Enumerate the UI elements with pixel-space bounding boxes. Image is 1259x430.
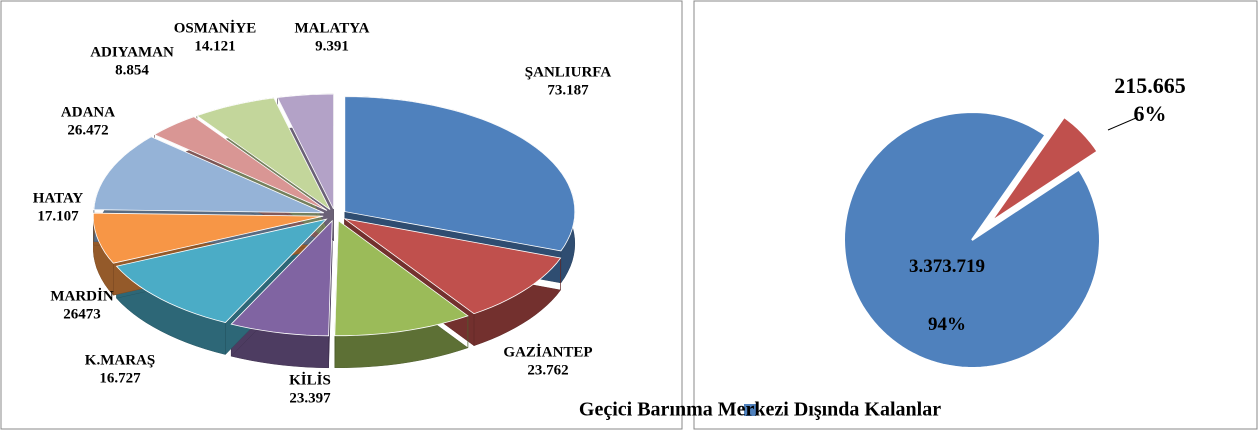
slice [842,110,1102,370]
slice [115,218,328,323]
slice [153,116,328,211]
slice-label: K.MARAŞ [85,352,155,368]
slice-value: 9.391 [315,38,349,54]
slice-value: 26.472 [67,122,108,138]
slice-value: 23.762 [527,362,568,378]
slice-label: MARDİN [50,287,113,304]
slice-value: 73.187 [547,82,589,98]
slice-percent: 94% [928,314,966,335]
left-frame [0,0,683,430]
slice-value: 17.107 [37,208,79,224]
slice-label: GAZİANTEP [503,343,592,360]
leader-line [1107,117,1137,131]
slice [344,218,562,315]
slice [92,212,324,264]
slice-label: KİLİS [289,371,331,388]
slice-value: 8.854 [115,62,149,78]
slice [989,115,1099,223]
slice-value: 215.665 [1114,73,1186,98]
slice-value: 23.397 [289,390,331,406]
slice [196,97,331,210]
slice-percent: 6% [1134,101,1167,126]
slice-label: ADIYAMAN [90,44,174,60]
legend-label: Geçici Barınma Merkezi Dışında Kalanlar [579,399,941,421]
slice-label: HATAY [33,190,84,206]
slice-value: 3.373.719 [909,256,985,277]
slice-value: 14.121 [194,38,235,54]
slice-label: ADANA [61,104,115,120]
slice [230,219,333,337]
slice-label: OSMANİYE [174,19,257,36]
slice [93,136,324,214]
slice-label: ŞANLIURFA [525,64,612,80]
slice-label: MALATYA [294,20,369,36]
slice-value: 16.727 [99,370,141,386]
slice [344,96,576,252]
slice-value: 26473 [63,306,101,322]
legend-swatch [744,404,756,416]
slice [334,219,469,337]
slice [276,93,334,210]
right-frame [693,0,1258,430]
